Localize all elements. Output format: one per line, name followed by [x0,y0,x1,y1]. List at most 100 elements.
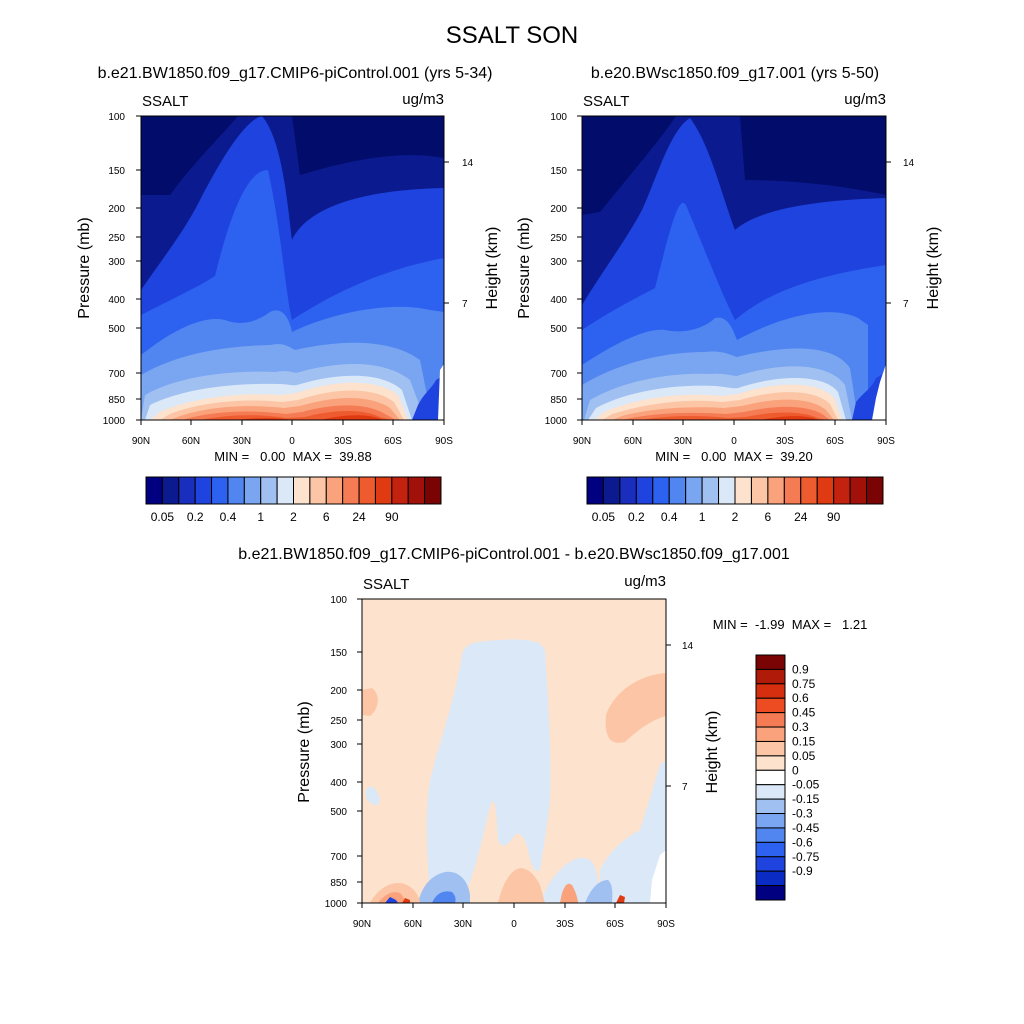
colorbar-label: 0.9 [792,662,809,676]
x-tick-label: 90N [132,436,150,447]
colorbar-swatch [783,476,802,505]
colorbar-swatch [309,476,327,505]
colorbar-swatch [755,870,786,887]
x-tick-label: 30S [334,436,352,447]
colorbar-swatch [293,476,311,505]
y-tick-label: 1000 [325,899,348,910]
missing-data [872,364,886,420]
y-tick-label: 500 [108,324,125,335]
contour-band [418,871,470,903]
y-tick-label: 400 [108,295,125,306]
y-right-axis-title: Height (km) [704,711,721,794]
y-tick-label: 500 [550,324,567,335]
contour-band [585,880,613,903]
x-tick-label: 90S [435,436,453,447]
colorbar-swatch [833,476,851,505]
colorbar-label: -0.45 [792,821,820,835]
contour-band [760,416,820,420]
colorbar-swatch [755,784,786,800]
colorbar-swatch [755,769,786,786]
colorbar-label: -0.6 [792,835,813,849]
colorbar-label: 6 [323,510,330,524]
y-axis-left: 100 150 200 250 300 400 500 700 850 1000… [76,112,141,427]
colorbar-label: 1 [257,510,264,524]
colorbar-label: 0.05 [792,749,816,763]
colorbar-swatch [276,476,295,505]
colorbar: 0.90.750.60.450.30.150.050-0.05-0.15-0.3… [755,654,820,901]
y-axis-right: 14 7 Height (km) [444,158,501,310]
panel-title: b.e21.BW1850.f09_g17.CMIP6-piControl.001… [238,546,790,563]
contour-band [582,116,676,215]
y-tick-label: 400 [550,295,567,306]
colorbar-swatch [194,476,213,505]
x-tick-label: 60N [182,436,200,447]
y-tick-label: 100 [550,112,567,123]
y-tick-label: 300 [330,740,347,751]
colorbar-swatch [619,476,637,505]
colorbar-swatch [755,856,786,872]
panel-title: b.e20.BWsc1850.f09_g17.001 (yrs 5-50) [591,65,879,82]
y-tick-label: 850 [330,878,347,889]
x-tick-label: 60N [404,919,422,930]
y-tick-label: 200 [108,204,125,215]
colorbar-label: 0.2 [187,510,204,524]
colorbar-label: 0 [792,763,799,777]
y-tick-label: 100 [330,595,347,606]
units-label: ug/m3 [624,573,666,590]
colorbar-swatch [178,476,196,505]
y-tick-label: 1000 [103,416,126,427]
y-tick-label: 150 [330,648,347,659]
y-right-axis-title: Height (km) [484,227,501,310]
colorbar-swatch [325,476,344,505]
y-tick-label: 700 [330,852,347,863]
y-tick-label: 850 [108,395,125,406]
x-tick-label: 0 [511,919,517,930]
contour-field [582,116,886,420]
colorbar-swatch [755,654,786,670]
y-axis-right: 14 7 Height (km) [666,641,721,793]
contour-band [362,688,378,716]
y-axis-title: Pressure (mb) [296,701,313,802]
colorbar-label: -0.75 [792,850,820,864]
units-label: ug/m3 [402,91,444,108]
contour-band [402,898,410,903]
x-tick-label: 60N [624,436,642,447]
colorbar-swatch [407,476,426,505]
x-tick-label: 90S [657,919,675,930]
min-max-label: MIN = 0.00 MAX = 39.88 [214,449,372,464]
y-tick-label: 500 [330,807,347,818]
colorbar-swatch [750,476,769,505]
colorbar-swatch [755,697,786,714]
colorbar-swatch [755,668,786,685]
contour-band [235,415,384,420]
colorbar-swatch [755,726,786,742]
y-axis-title: Pressure (mb) [76,217,93,318]
colorbar-swatch [800,476,818,505]
colorbar-label: 0.75 [792,677,816,691]
y-right-tick-label: 7 [682,782,688,793]
contour-band [292,116,444,175]
contour-field [362,599,666,903]
y-tick-label: 400 [330,778,347,789]
colorbar-label: 90 [827,510,841,524]
colorbar-swatch [718,476,736,505]
colorbar-label: 0.6 [792,691,809,705]
x-tick-label: 60S [606,919,624,930]
x-axis: 90N 60N 30N 0 30S 60S 90S [573,420,895,447]
contour-band [426,639,551,903]
x-tick-label: 60S [826,436,844,447]
colorbar-swatch [755,712,786,728]
y-right-tick-label: 7 [462,299,468,310]
colorbar-label: 24 [794,510,808,524]
y-tick-label: 200 [550,204,567,215]
colorbar: 0.05 0.2 0.4 1 2 6 24 90 [586,476,884,524]
y-tick-label: 250 [330,716,347,727]
colorbar-swatch [374,476,393,505]
x-tick-label: 30S [776,436,794,447]
y-right-tick-label: 14 [682,641,694,652]
contour-field [141,116,444,420]
y-right-tick-label: 14 [462,158,474,169]
colorbar-swatch [635,476,654,505]
y-right-axis-title: Height (km) [925,227,942,310]
